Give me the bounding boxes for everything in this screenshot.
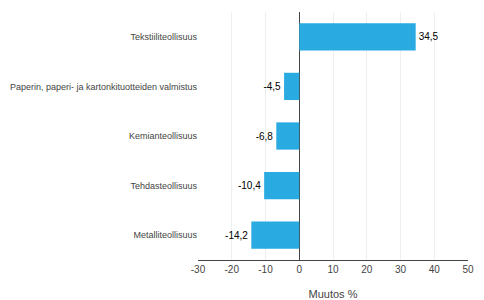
- svg-text:-14,2: -14,2: [225, 230, 248, 241]
- svg-text:-6,8: -6,8: [256, 131, 274, 142]
- svg-text:Tehdasteollisuus: Tehdasteollisuus: [130, 181, 197, 191]
- svg-text:20: 20: [361, 264, 373, 275]
- svg-text:40: 40: [429, 264, 441, 275]
- svg-text:Paperin, paperi- ja kartonkitu: Paperin, paperi- ja kartonkituotteiden v…: [10, 82, 198, 92]
- svg-text:50: 50: [462, 264, 474, 275]
- svg-text:Muutos %: Muutos %: [309, 288, 358, 300]
- svg-text:30: 30: [395, 264, 407, 275]
- svg-text:0: 0: [296, 264, 302, 275]
- svg-text:Tekstiiliteollisuus: Tekstiiliteollisuus: [130, 32, 197, 42]
- svg-text:-10,4: -10,4: [238, 180, 261, 191]
- svg-text:-20: -20: [225, 264, 240, 275]
- svg-text:-30: -30: [191, 264, 206, 275]
- svg-text:-4,5: -4,5: [263, 81, 281, 92]
- svg-text:-10: -10: [258, 264, 273, 275]
- svg-text:Kemianteollisuus: Kemianteollisuus: [129, 131, 198, 141]
- svg-text:34,5: 34,5: [419, 31, 439, 42]
- svg-text:Metalliteollisuus: Metalliteollisuus: [133, 230, 197, 240]
- svg-text:10: 10: [327, 264, 339, 275]
